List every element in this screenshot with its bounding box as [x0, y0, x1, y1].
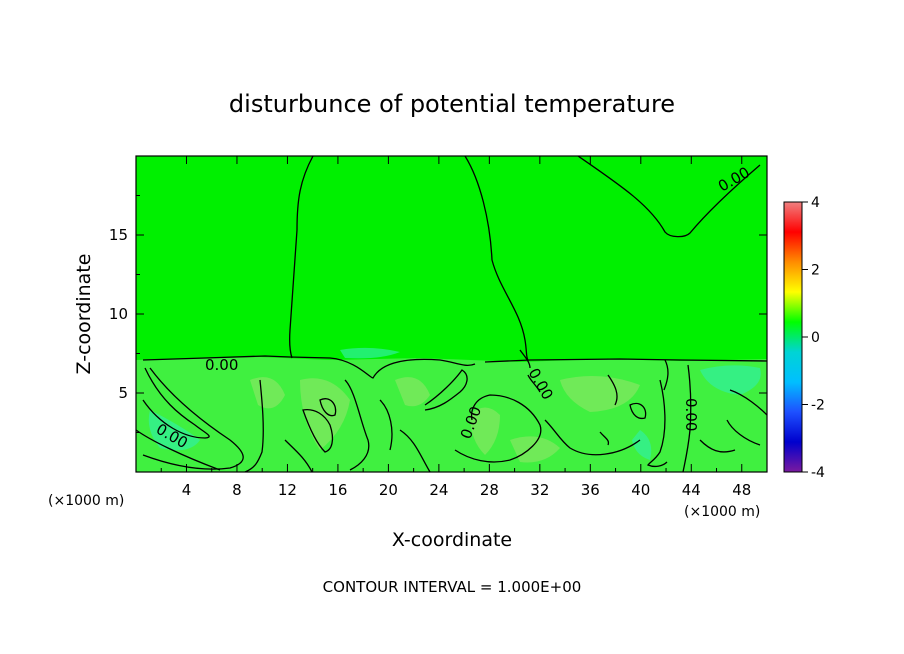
y-tick-label: 15 — [109, 226, 128, 244]
x-tick-label: 4 — [182, 481, 192, 499]
x-tick-label: 40 — [631, 481, 650, 499]
boundary-layer-field — [136, 357, 767, 472]
x-tick-label: 8 — [232, 481, 242, 499]
chart-title: disturbunce of potential temperature — [229, 90, 675, 118]
x-axis-ticks: 4 8 12 16 20 24 28 32 36 40 44 48 — [160, 156, 751, 499]
y-tick-label: 5 — [118, 384, 128, 402]
colorbar-tick-label: 4 — [811, 195, 820, 211]
y-axis-label: Z-coordinate — [73, 254, 95, 375]
colorbar-ticks: 4 2 0 -2 -4 — [802, 195, 825, 481]
zero-contours — [136, 156, 767, 472]
x-tick-label: 48 — [732, 481, 751, 499]
colorbar-tick-label: -4 — [811, 465, 825, 481]
colorbar-tick-label: -2 — [811, 398, 825, 414]
colorbar: 4 2 0 -2 -4 — [783, 195, 825, 481]
contour-label: 0.00 — [205, 356, 238, 374]
x-tick-label: 32 — [530, 481, 549, 499]
x-tick-label: 12 — [278, 481, 297, 499]
colorbar-tick-label: 2 — [811, 263, 820, 279]
x-tick-label: 20 — [379, 481, 398, 499]
x-tick-label: 44 — [682, 481, 701, 499]
colorbar-tick-label: 0 — [811, 330, 820, 346]
x-tick-label: 16 — [328, 481, 347, 499]
y-tick-label: 10 — [109, 305, 128, 323]
x-unit-left: (×1000 m) — [48, 493, 124, 509]
contour-interval-note: CONTOUR INTERVAL = 1.000E+00 — [323, 578, 582, 596]
plot-area: 0.000.00 0.000.000.000.00 — [136, 156, 767, 472]
x-tick-label: 28 — [480, 481, 499, 499]
x-axis-label: X-coordinate — [392, 529, 512, 551]
x-tick-label: 24 — [429, 481, 448, 499]
x-unit-right: (×1000 m) — [684, 504, 760, 520]
contour-label: 0.00 — [682, 398, 700, 431]
y-axis-ticks: 5 10 15 — [109, 195, 767, 433]
x-tick-label: 36 — [581, 481, 600, 499]
colorbar-fill — [784, 202, 802, 472]
